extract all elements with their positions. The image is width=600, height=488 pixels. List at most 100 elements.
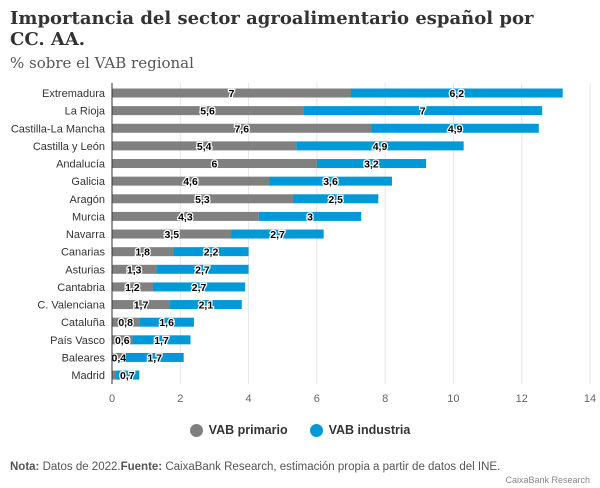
data-label: 7 — [420, 106, 426, 118]
data-label: 2,5 — [328, 194, 343, 206]
data-label: 2,7 — [195, 264, 210, 276]
footnote: Nota: Datos de 2022.Fuente: CaixaBank Re… — [10, 461, 500, 473]
credit: CaixaBank Research — [505, 475, 590, 485]
category-label: Castilla-La Mancha — [11, 123, 106, 135]
chart-title: Importancia del sector agroalimentario e… — [10, 8, 534, 50]
bar-primario — [112, 370, 116, 380]
bar-industria — [132, 335, 191, 345]
category-label: Cantabria — [57, 282, 106, 294]
data-label: 0,4 — [112, 352, 127, 364]
category-label: Cataluña — [61, 317, 106, 329]
bar-industria — [170, 300, 242, 310]
data-label: 1,7 — [147, 352, 162, 364]
legend-item-industria[interactable]: VAB industria — [309, 423, 411, 437]
data-label: 1,3 — [127, 264, 142, 276]
data-label: 1,7 — [134, 300, 149, 312]
chart-subtitle: % sobre el VAB regional — [10, 54, 194, 72]
legend-swatch — [309, 423, 323, 437]
data-label: 2,7 — [192, 282, 207, 294]
bar-primario — [112, 229, 232, 239]
bar-industria — [156, 264, 249, 274]
bar-primario — [112, 88, 351, 98]
x-tick-label: 0 — [109, 393, 115, 405]
data-label: 3,5 — [164, 229, 179, 241]
category-label: Aragón — [70, 194, 105, 206]
data-label: 0,8 — [118, 317, 133, 329]
note-label: Nota: — [10, 461, 40, 473]
category-label: Castilla y León — [33, 141, 105, 153]
data-label: 4,6 — [183, 176, 198, 188]
data-label: 4,9 — [448, 123, 463, 135]
category-label: Asturias — [65, 264, 105, 276]
data-label: 6,2 — [450, 88, 465, 100]
data-label: 4,9 — [373, 141, 388, 153]
bar-industria — [269, 176, 392, 186]
bar-primario — [112, 141, 297, 151]
data-label: 2,7 — [270, 229, 285, 241]
bar-primario — [112, 123, 372, 133]
data-label: 4,3 — [178, 211, 193, 223]
bar-industria — [303, 106, 543, 116]
bar-industria — [231, 229, 324, 239]
bar-industria — [371, 123, 539, 133]
source-label: Fuente: — [120, 461, 163, 473]
legend-label: VAB industria — [328, 423, 411, 437]
data-label: 5,3 — [195, 194, 210, 206]
bar-primario — [112, 247, 174, 257]
x-tick-label: 8 — [382, 393, 388, 405]
category-label: La Rioja — [65, 106, 106, 118]
data-label: 2,1 — [199, 300, 214, 312]
category-label: C. Valenciana — [37, 300, 106, 312]
bar-industria — [125, 352, 184, 362]
category-label: Andalucía — [56, 159, 106, 171]
bar-primario — [112, 159, 317, 169]
bar-primario — [112, 300, 171, 310]
data-label: 3,6 — [323, 176, 338, 188]
data-label: 0,6 — [115, 335, 130, 347]
data-label: 6 — [212, 159, 218, 171]
legend-label: VAB primario — [208, 423, 288, 437]
data-label: 1,2 — [125, 282, 140, 294]
data-label: 7 — [229, 88, 235, 100]
category-label: Madrid — [71, 370, 105, 382]
category-label: Extremadura — [42, 88, 106, 100]
category-label: Galicia — [71, 176, 106, 188]
data-label: 3,2 — [364, 159, 379, 171]
bar-primario — [112, 352, 126, 362]
bar-primario — [112, 211, 259, 221]
bar-primario — [112, 282, 153, 292]
note-text: Datos de 2022. — [39, 461, 121, 473]
data-label: 3 — [307, 211, 313, 223]
category-label: Navarra — [66, 229, 106, 241]
bar-primario — [112, 264, 157, 274]
bar-primario — [112, 106, 304, 116]
category-label: Canarias — [61, 247, 106, 259]
x-tick-label: 4 — [246, 393, 252, 405]
bar-industria — [139, 317, 194, 327]
legend-swatch — [189, 423, 203, 437]
source-text: CaixaBank Research, estimación propia a … — [162, 461, 501, 473]
bar-industria — [316, 159, 427, 169]
bar-primario — [112, 194, 293, 204]
data-label: 5,6 — [200, 106, 215, 118]
legend-item-primario[interactable]: VAB primario — [189, 423, 288, 437]
data-label: 2,2 — [204, 247, 219, 259]
data-label: 1,6 — [159, 317, 174, 329]
x-tick-label: 14 — [584, 393, 596, 405]
bar-industria — [258, 211, 362, 221]
bar-industria — [115, 370, 140, 380]
x-tick-label: 12 — [516, 393, 528, 405]
category-label: Baleares — [62, 352, 106, 364]
x-tick-label: 2 — [177, 393, 183, 405]
data-label: 1,8 — [135, 247, 150, 259]
data-label: 0,7 — [120, 370, 135, 382]
data-label: 5,4 — [197, 141, 212, 153]
bar-primario — [112, 176, 270, 186]
bar-industria — [296, 141, 464, 151]
legend: VAB primario VAB industria — [0, 423, 600, 437]
data-label: 7,6 — [234, 123, 249, 135]
bar-primario — [112, 317, 140, 327]
bar-industria — [152, 282, 246, 292]
bar-industria — [292, 194, 379, 204]
